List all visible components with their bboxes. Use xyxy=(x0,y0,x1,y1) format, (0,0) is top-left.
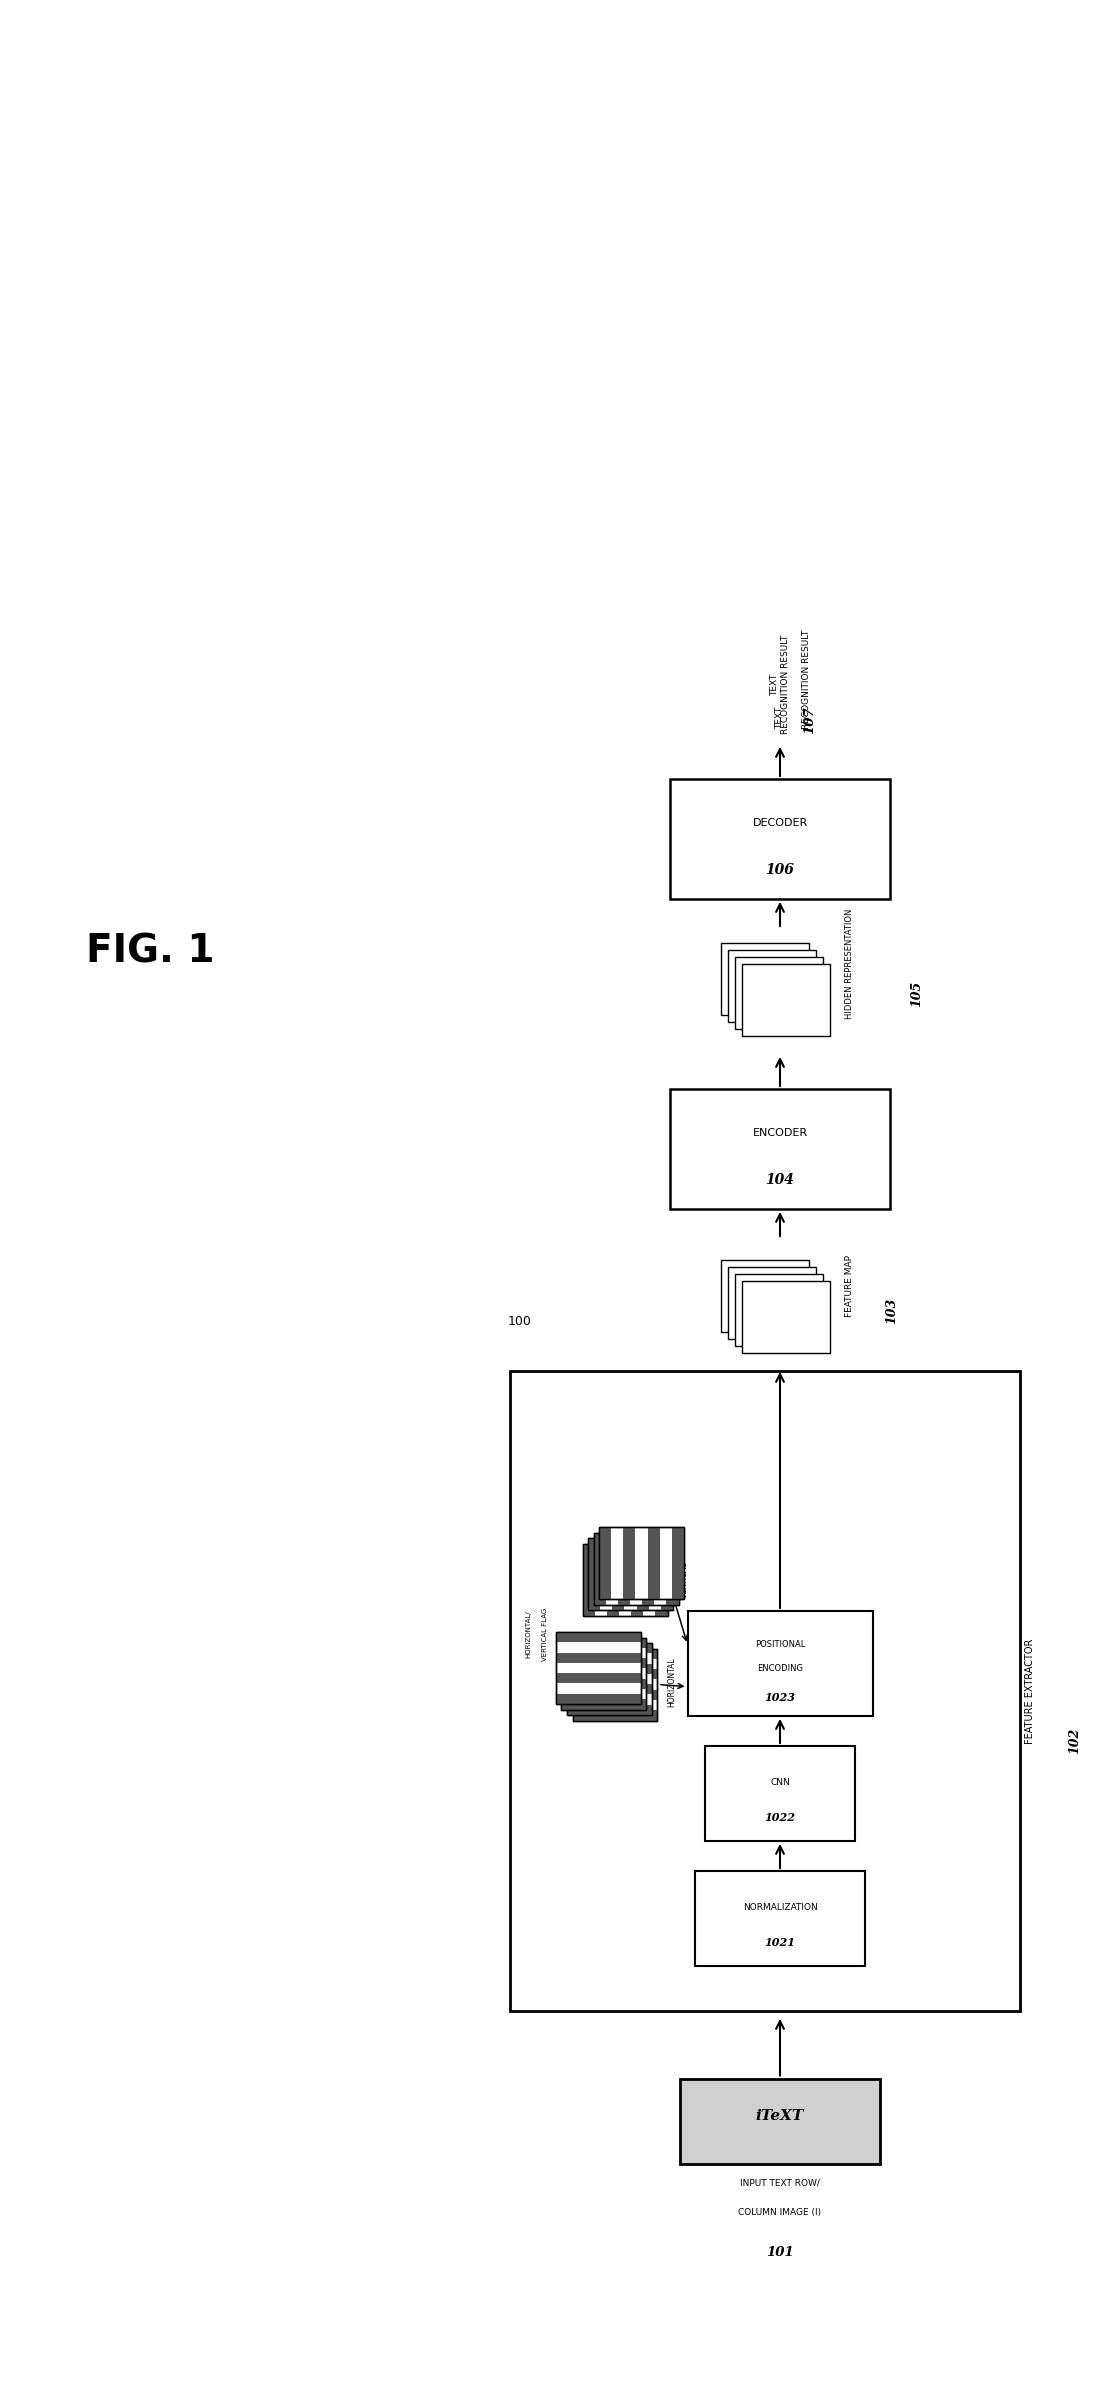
Text: FIG. 1: FIG. 1 xyxy=(86,932,214,970)
FancyBboxPatch shape xyxy=(582,1544,594,1616)
FancyBboxPatch shape xyxy=(562,1700,647,1710)
FancyBboxPatch shape xyxy=(648,1527,660,1599)
Text: TEXT
RECOGNITION RESULT: TEXT RECOGNITION RESULT xyxy=(769,634,791,735)
FancyBboxPatch shape xyxy=(588,1539,600,1611)
Text: VERTICAL: VERTICAL xyxy=(680,1561,689,1597)
FancyBboxPatch shape xyxy=(562,1659,647,1669)
Text: ENCODING: ENCODING xyxy=(757,1664,803,1673)
FancyBboxPatch shape xyxy=(593,1532,605,1604)
Text: 1021: 1021 xyxy=(765,1938,795,1947)
FancyBboxPatch shape xyxy=(741,1282,830,1354)
Text: HORIZONTAL: HORIZONTAL xyxy=(667,1657,676,1707)
FancyBboxPatch shape xyxy=(631,1544,643,1616)
FancyBboxPatch shape xyxy=(588,1539,673,1611)
Text: FEATURE MAP: FEATURE MAP xyxy=(845,1256,854,1318)
FancyBboxPatch shape xyxy=(568,1642,652,1654)
FancyBboxPatch shape xyxy=(599,1527,683,1599)
FancyBboxPatch shape xyxy=(735,958,823,1030)
FancyBboxPatch shape xyxy=(607,1544,619,1616)
Text: FEATURE EXTRACTOR: FEATURE EXTRACTOR xyxy=(1025,1637,1035,1743)
Text: 104: 104 xyxy=(766,1174,794,1186)
Text: 101: 101 xyxy=(766,2245,794,2259)
FancyBboxPatch shape xyxy=(735,1275,823,1347)
FancyBboxPatch shape xyxy=(705,1746,855,1842)
Text: HORIZONTAL/: HORIZONTAL/ xyxy=(525,1611,531,1659)
FancyBboxPatch shape xyxy=(637,1539,649,1611)
FancyBboxPatch shape xyxy=(680,2079,880,2163)
FancyBboxPatch shape xyxy=(568,1683,652,1695)
Text: 100: 100 xyxy=(508,1313,532,1328)
FancyBboxPatch shape xyxy=(612,1539,624,1611)
FancyBboxPatch shape xyxy=(667,1532,679,1604)
FancyBboxPatch shape xyxy=(568,1664,652,1673)
FancyBboxPatch shape xyxy=(728,951,816,1023)
FancyBboxPatch shape xyxy=(556,1633,641,1705)
FancyBboxPatch shape xyxy=(556,1693,641,1705)
Text: CNN: CNN xyxy=(770,1777,789,1786)
Text: 1022: 1022 xyxy=(765,1813,795,1822)
FancyBboxPatch shape xyxy=(661,1539,673,1611)
Text: 106: 106 xyxy=(766,864,794,876)
Text: POSITIONAL: POSITIONAL xyxy=(755,1640,805,1649)
FancyBboxPatch shape xyxy=(741,963,830,1035)
Text: HIDDEN REPRESENTATION: HIDDEN REPRESENTATION xyxy=(845,910,854,1018)
FancyBboxPatch shape xyxy=(656,1544,668,1616)
FancyBboxPatch shape xyxy=(728,1268,816,1340)
Text: TEXT: TEXT xyxy=(776,706,785,730)
FancyBboxPatch shape xyxy=(582,1544,668,1616)
FancyBboxPatch shape xyxy=(618,1532,630,1604)
FancyBboxPatch shape xyxy=(568,1642,652,1714)
FancyBboxPatch shape xyxy=(556,1652,641,1664)
FancyBboxPatch shape xyxy=(670,1090,890,1210)
Text: 103: 103 xyxy=(885,1299,898,1323)
Text: 105: 105 xyxy=(910,982,923,1006)
Text: NORMALIZATION: NORMALIZATION xyxy=(743,1902,817,1911)
FancyBboxPatch shape xyxy=(568,1705,652,1714)
FancyBboxPatch shape xyxy=(556,1673,641,1683)
FancyBboxPatch shape xyxy=(562,1637,647,1710)
FancyBboxPatch shape xyxy=(510,1371,1020,2012)
Text: 102: 102 xyxy=(1068,1729,1082,1755)
FancyBboxPatch shape xyxy=(593,1532,679,1604)
FancyBboxPatch shape xyxy=(688,1611,873,1717)
FancyBboxPatch shape xyxy=(672,1527,683,1599)
FancyBboxPatch shape xyxy=(642,1532,655,1604)
Text: DECODER: DECODER xyxy=(753,819,807,828)
Text: ENCODER: ENCODER xyxy=(753,1128,807,1138)
FancyBboxPatch shape xyxy=(695,1870,865,1966)
FancyBboxPatch shape xyxy=(623,1527,636,1599)
Text: iTeXT: iTeXT xyxy=(756,2108,804,2122)
Text: RECOGNITION RESULT: RECOGNITION RESULT xyxy=(802,629,811,730)
FancyBboxPatch shape xyxy=(572,1710,658,1722)
Text: VERTICAL FLAG: VERTICAL FLAG xyxy=(542,1609,547,1661)
Text: COLUMN IMAGE (I): COLUMN IMAGE (I) xyxy=(738,2209,822,2219)
FancyBboxPatch shape xyxy=(562,1637,647,1647)
FancyBboxPatch shape xyxy=(721,1261,809,1333)
FancyBboxPatch shape xyxy=(721,944,809,1016)
FancyBboxPatch shape xyxy=(572,1649,658,1659)
Text: 1023: 1023 xyxy=(765,1693,795,1702)
FancyBboxPatch shape xyxy=(556,1633,641,1642)
FancyBboxPatch shape xyxy=(670,778,890,898)
FancyBboxPatch shape xyxy=(572,1690,658,1700)
FancyBboxPatch shape xyxy=(562,1678,647,1688)
FancyBboxPatch shape xyxy=(572,1649,658,1722)
FancyBboxPatch shape xyxy=(572,1669,658,1678)
FancyBboxPatch shape xyxy=(599,1527,611,1599)
Text: INPUT TEXT ROW/: INPUT TEXT ROW/ xyxy=(740,2178,820,2187)
Text: 107: 107 xyxy=(804,706,816,735)
